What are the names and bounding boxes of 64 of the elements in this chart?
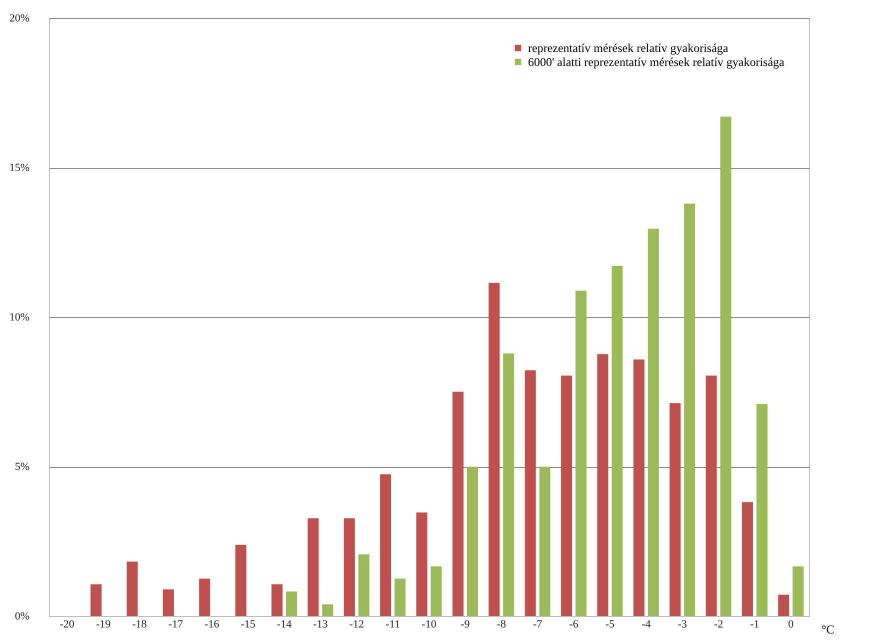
bar [756,404,768,616]
bar [561,376,572,616]
bar [308,518,319,616]
x-tick-label: -16 [204,618,220,630]
bar [684,204,696,616]
y-tick-label: 15% [9,162,30,174]
x-tick-label: -17 [168,618,184,630]
x-tick-label: -15 [240,618,256,630]
bar [322,604,334,616]
x-tick-label: -1 [750,618,760,630]
bar [466,466,478,616]
bar [612,266,623,616]
bar [488,282,500,616]
x-tick-label: -9 [460,618,470,630]
bar [126,562,138,616]
bar [452,392,464,616]
x-tick-label: -7 [532,618,543,630]
bar [524,370,536,616]
x-tick-label: -3 [678,618,688,630]
bar [394,578,406,616]
x-tick-label: -10 [422,618,437,630]
bar [633,359,644,616]
legend-label: 6000' alatti reprezentatív mérések relatív gyakorisága [528,55,786,69]
y-tick-label: 10% [9,312,30,324]
bar [778,594,790,616]
bar [792,566,804,616]
x-tick-label: -20 [60,618,75,630]
bar [162,589,174,616]
y-tick-label: 5% [14,461,30,473]
bar [539,466,550,616]
x-tick-label: -14 [276,618,292,630]
bar [430,566,442,616]
bar [90,584,102,616]
bar [670,403,681,616]
bar [286,591,297,616]
bar [648,228,659,616]
bar [576,290,586,616]
x-tick-label: -18 [132,618,148,630]
bar [380,474,392,616]
bar [503,353,514,616]
x-tick-label: -5 [605,618,616,630]
x-tick-label: -11 [386,618,400,630]
x-tick-label: -19 [96,618,112,630]
x-tick-label: -13 [313,618,328,630]
y-tick-label: 20% [9,12,30,24]
x-tick-label: -6 [569,618,579,630]
bar [358,554,370,616]
x-tick-label: -2 [714,618,724,630]
bar [706,376,717,616]
bar [720,116,732,616]
x-tick-label: -8 [496,618,506,630]
bar [235,544,246,616]
bar [344,518,355,616]
y-tick-label: 0% [14,610,30,622]
bar [597,354,608,616]
bar [742,502,753,616]
bar [416,512,428,616]
x-tick-label: -4 [642,618,652,630]
x-tick-label: 0 [788,618,794,630]
legend-label: reprezentatív mérések relatív gyakorisága [528,41,729,55]
x-tick-label: -12 [349,618,364,630]
x-axis-title: °C [822,622,834,636]
bar [272,584,282,616]
bar [199,578,210,616]
